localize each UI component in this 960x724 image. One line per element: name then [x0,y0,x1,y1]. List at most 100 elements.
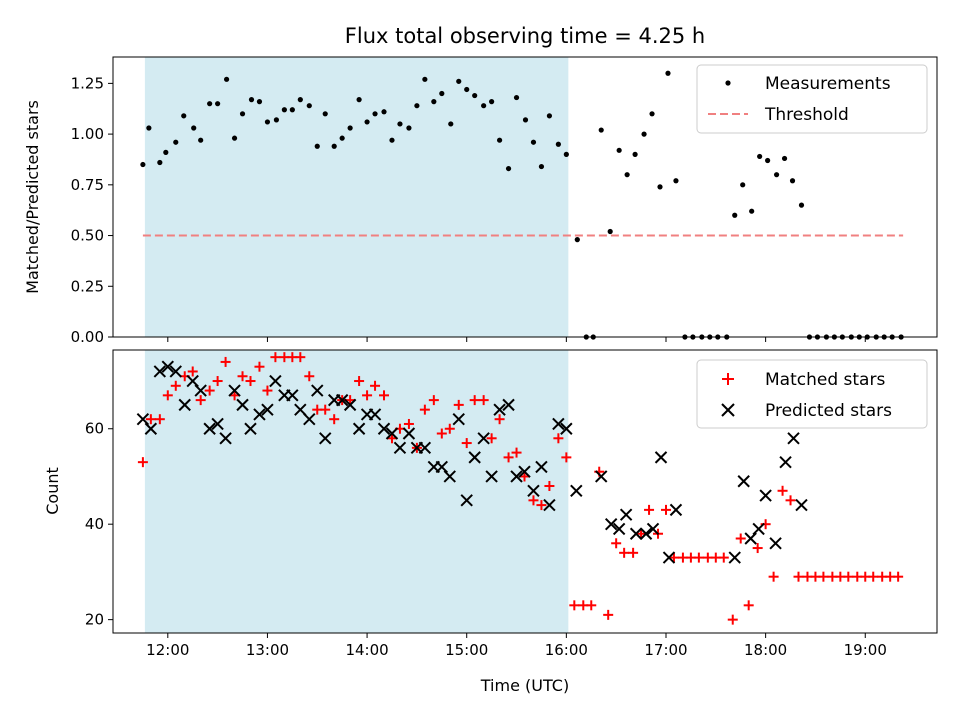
matched-star-point [793,571,804,582]
measurement-point [198,137,204,143]
measurement-point [781,155,788,162]
predicted-star-point [639,527,653,540]
x-tick-label: 12:00 [146,641,189,659]
predicted-star-point [236,398,249,412]
matched-star-point [220,356,231,367]
y-tick-label: 1.00 [71,125,104,143]
predicted-star-point [560,422,573,435]
matched-star-point [478,395,489,406]
measurement-point [757,153,763,160]
x-tick-label: 13:00 [246,641,289,659]
matched-star-point [304,371,315,382]
matched-star-point [270,352,281,363]
matched-star-point [245,376,256,387]
matched-star-point [145,414,156,425]
bottom-legend-box [696,359,928,429]
measurement-point [339,135,345,141]
matched-star-point [718,552,729,563]
y-tick-label: 0.25 [71,277,104,295]
bottom-panel-y-axis-label: Count [43,467,62,515]
matched-star-point [636,528,647,539]
predicted-star-point [787,432,800,445]
matched-star-point [619,547,630,558]
measurement-point [231,135,238,141]
measurement-point [773,172,780,178]
measurement-point [798,202,805,208]
measurement-point [389,137,395,143]
predicted-star-point [311,384,324,397]
matched-star-point [693,552,704,563]
measurement-point [538,163,545,170]
measurement-point [191,125,197,131]
predicted-star-point [460,494,473,507]
predicted-star-point [493,403,506,416]
measurement-point [215,101,221,107]
y-tick-label: 60 [85,420,104,438]
measurement-point [173,139,179,145]
predicted-star-point [662,551,676,564]
matched-star-point [444,423,455,434]
x-tick-label: 15:00 [445,641,488,659]
measurement-point [607,228,613,235]
measurement-point [496,137,503,143]
predicted-star-point [178,398,191,412]
predicted-star-point [219,432,232,445]
predicted-star-point [619,508,633,521]
matched-star-point [519,471,530,482]
predicted-star-point [153,365,167,378]
bottom-panel-legend: Matched stars Predicted stars [696,359,928,429]
legend-predicted-marker [721,403,735,417]
bottom-panel-y-ticks: 20 40 60 [85,420,113,629]
predicted-star-point [194,384,207,397]
predicted-star-point [769,537,782,550]
measurement-point [239,111,246,117]
top-panel: Flux total observing time = 4.25 h 0.000… [23,24,938,346]
predicted-star-point [759,489,772,502]
predicted-star-point [253,408,266,421]
predicted-star-point [303,412,316,426]
predicted-star-point [485,470,498,483]
matched-star-point [461,438,472,449]
measurement-point [356,97,362,103]
predicted-star-point [186,374,199,388]
predicted-star-point [752,522,765,536]
measurement-point [163,149,169,155]
matched-star-point [453,399,464,410]
measurement-point [331,143,337,149]
predicted-star-point [435,460,449,474]
measurement-point [522,117,529,123]
predicted-star-point [570,484,583,497]
measurement-point [657,184,663,190]
predicted-star-point [377,422,391,435]
matched-star-point [154,414,165,425]
predicted-star-point [144,422,158,435]
matched-star-point [503,452,514,463]
predicted-star-point [518,465,531,478]
measurement-point [505,165,512,172]
measurement-point [555,141,561,147]
predicted-star-point [744,532,757,545]
x-tick-label: 14:00 [345,641,388,659]
predicted-star-point [261,403,274,416]
matched-star-point [768,571,779,582]
measurement-point [616,147,622,153]
predicted-star-point [385,427,399,440]
matched-star-point [511,447,522,458]
legend-threshold-label: Threshold [764,105,849,125]
predicted-star-point [779,455,792,469]
measurement-point [207,101,213,107]
matched-star-point [486,433,497,444]
matched-star-point [419,404,430,415]
matched-star-point [536,500,547,511]
predicted-stars-points [136,360,808,564]
measurement-point [673,178,679,184]
measurement-point [439,90,445,97]
measurement-point [414,103,420,109]
measurement-point [347,125,353,131]
matched-star-point [569,600,580,611]
predicted-star-point [169,365,182,378]
matched-star-point [345,395,356,406]
measurement-point [372,111,378,117]
top-panel-title: Flux total observing time = 4.25 h [345,24,705,48]
